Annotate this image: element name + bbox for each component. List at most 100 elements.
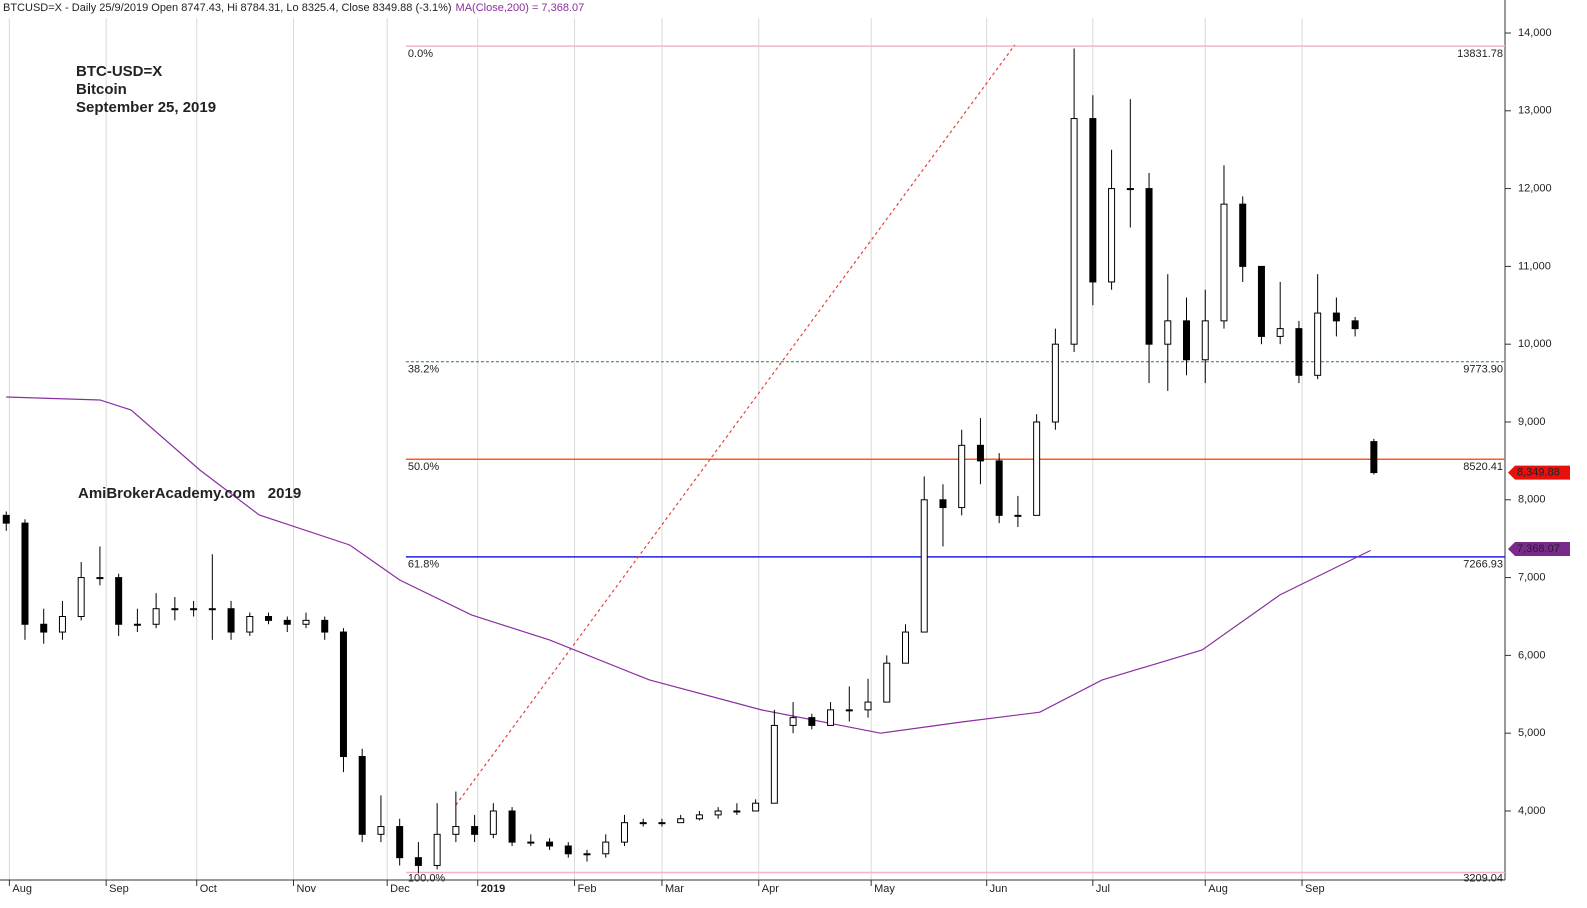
candle-body — [1332, 312, 1340, 322]
candle-body — [377, 826, 385, 835]
candle-body — [283, 619, 291, 625]
candle-body — [190, 608, 198, 611]
fib-label: 38.2% — [408, 364, 439, 376]
candle-body — [302, 619, 310, 625]
candle-body — [58, 615, 66, 633]
y-tick-label: 12,000 — [1518, 182, 1552, 194]
candle-body — [976, 444, 984, 462]
x-tick-label: Oct — [200, 883, 217, 895]
x-tick-label: Feb — [578, 883, 597, 895]
fib-label: 0.0% — [408, 48, 433, 60]
candle-body — [1033, 421, 1041, 516]
candle-body — [752, 802, 760, 812]
candle-body — [265, 615, 273, 621]
candle-body — [96, 577, 104, 580]
candle-body — [227, 608, 235, 633]
x-tick-label: Jul — [1096, 883, 1110, 895]
y-tick-label: 7,000 — [1518, 571, 1546, 583]
candle-body — [602, 841, 610, 855]
candle-body — [1295, 328, 1303, 376]
trendline — [455, 44, 1016, 806]
x-tick-label: Apr — [762, 883, 779, 895]
candle-body — [658, 822, 666, 825]
fib-value-label: 7266.93 — [1463, 559, 1503, 571]
candle-body — [1239, 203, 1247, 267]
fib-value-label: 3209.04 — [1463, 872, 1503, 884]
candle-body — [321, 619, 329, 633]
candle-body — [620, 822, 628, 843]
x-tick-label: Dec — [390, 883, 410, 895]
y-tick-label: 5,000 — [1518, 727, 1546, 739]
candle-body — [1220, 203, 1228, 322]
fib-value-label: 13831.78 — [1457, 48, 1503, 60]
header: BTCUSD=X - Daily 25/9/2019 Open 8747.43,… — [3, 2, 452, 14]
candle-body — [920, 499, 928, 633]
y-tick-label: 13,000 — [1518, 105, 1552, 117]
candle-body — [152, 608, 160, 625]
x-tick-label: Jun — [990, 883, 1008, 895]
candle-body — [808, 717, 816, 726]
candle-body — [40, 623, 48, 633]
candle-body — [414, 857, 422, 866]
fib-label: 100.0% — [408, 872, 446, 884]
candle-body — [770, 724, 778, 804]
price-marker — [1508, 541, 1570, 556]
candle-body — [901, 631, 909, 664]
candle-body — [396, 826, 404, 859]
candle-body — [733, 810, 741, 813]
candle-body — [208, 608, 216, 611]
candle-body — [433, 833, 441, 866]
candle-body — [827, 709, 835, 726]
candle-body — [1276, 328, 1284, 337]
fib-value-label: 8520.41 — [1463, 461, 1503, 473]
candle-body — [1014, 514, 1022, 517]
candle-body — [1070, 118, 1078, 345]
fib-label: 50.0% — [408, 461, 439, 473]
candle-body — [564, 845, 572, 855]
watermark: AmiBrokerAcademy.com 2019 — [78, 485, 301, 502]
candle-body — [1145, 188, 1153, 345]
candle-body — [939, 499, 947, 509]
y-tick-label: 11,000 — [1518, 260, 1551, 272]
candle-body — [883, 662, 891, 703]
candle-body — [695, 814, 703, 820]
candle-body — [958, 444, 966, 509]
candle-body — [1126, 188, 1134, 191]
candle-body — [471, 826, 479, 835]
candle-body — [21, 522, 29, 625]
candle-body — [489, 810, 497, 835]
candle-body — [115, 577, 123, 625]
candle-body — [452, 826, 460, 835]
candle-body — [527, 841, 535, 844]
candle-body — [133, 623, 141, 626]
y-tick-label: 14,000 — [1518, 27, 1552, 39]
candle-body — [1370, 441, 1378, 474]
annotation: BTC-USD=X — [76, 63, 162, 80]
price-marker-label: 7,368.07 — [1517, 543, 1560, 555]
candle-body — [2, 514, 10, 524]
candle-body — [358, 756, 366, 835]
candle-body — [1051, 343, 1059, 423]
candle-body — [1183, 320, 1191, 361]
y-tick-label: 8,000 — [1518, 494, 1546, 506]
x-tick-label: Mar — [665, 883, 684, 895]
candle-body — [845, 709, 853, 712]
x-tick-label: May — [874, 883, 895, 895]
candle-body — [1314, 312, 1322, 376]
candle-body — [864, 701, 872, 711]
x-tick-label: Aug — [1208, 883, 1228, 895]
candle-body — [1089, 118, 1097, 283]
candle-body — [246, 615, 254, 633]
candle-body — [1257, 265, 1265, 337]
candle-body — [1164, 320, 1172, 345]
candle-body — [546, 841, 554, 847]
candle-body — [639, 822, 647, 825]
candle-body — [1201, 320, 1209, 361]
x-tick-label: 2019 — [481, 883, 505, 895]
candle-body — [1351, 320, 1359, 330]
ma-line — [6, 396, 1372, 734]
annotation: Bitcoin — [76, 81, 127, 98]
candle-body — [1108, 188, 1116, 283]
x-tick-label: Nov — [297, 883, 317, 895]
